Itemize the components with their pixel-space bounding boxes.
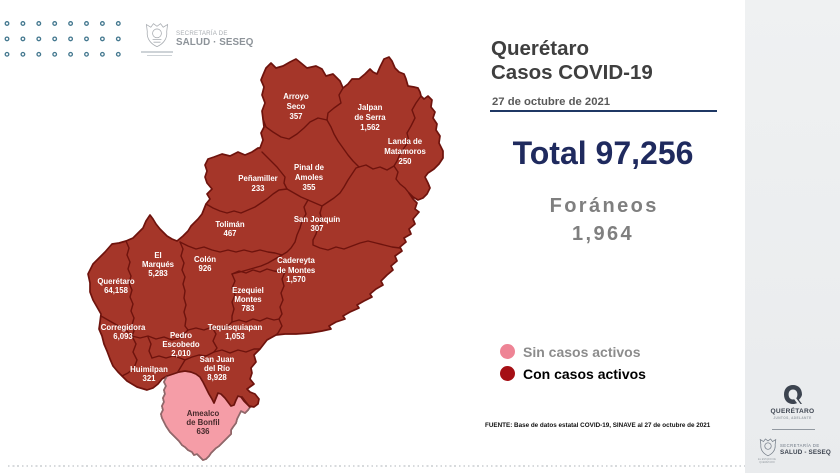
svg-text:San Juan: San Juan: [200, 355, 235, 364]
svg-text:de Serra: de Serra: [354, 113, 386, 122]
svg-text:Jalpan: Jalpan: [358, 103, 383, 112]
svg-text:64,158: 64,158: [104, 286, 129, 295]
svg-text:Matamoros: Matamoros: [384, 147, 426, 156]
svg-text:307: 307: [310, 224, 323, 233]
svg-text:8,928: 8,928: [207, 373, 227, 382]
svg-text:Corregidora: Corregidora: [101, 323, 146, 332]
svg-text:Cadereyta: Cadereyta: [277, 256, 315, 265]
svg-text:321: 321: [142, 374, 156, 383]
svg-text:Colón: Colón: [194, 255, 216, 264]
svg-text:636: 636: [196, 427, 210, 436]
svg-text:Seco: Seco: [287, 102, 306, 111]
svg-text:San Joaquín: San Joaquín: [294, 215, 341, 224]
svg-text:del Río: del Río: [204, 364, 230, 373]
svg-text:Pedro: Pedro: [170, 331, 192, 340]
svg-text:de Bonfil: de Bonfil: [186, 418, 219, 427]
svg-text:Peñamiller: Peñamiller: [238, 174, 277, 183]
svg-text:1,562: 1,562: [360, 123, 380, 132]
svg-text:Arroyo: Arroyo: [283, 92, 309, 101]
svg-text:1,570: 1,570: [286, 275, 306, 284]
svg-text:233: 233: [251, 184, 265, 193]
svg-text:Pinal de: Pinal de: [294, 163, 325, 172]
svg-text:Montes: Montes: [234, 295, 262, 304]
svg-text:2,010: 2,010: [171, 349, 191, 358]
svg-text:Ezequiel: Ezequiel: [232, 286, 264, 295]
svg-text:250: 250: [398, 157, 412, 166]
svg-text:Escobedo: Escobedo: [162, 340, 199, 349]
svg-text:Querétaro: Querétaro: [97, 277, 135, 286]
svg-text:5,283: 5,283: [148, 269, 168, 278]
svg-text:1,053: 1,053: [225, 332, 245, 341]
svg-text:Amealco: Amealco: [187, 409, 220, 418]
svg-text:6,093: 6,093: [113, 332, 133, 341]
svg-text:de Montes: de Montes: [277, 266, 316, 275]
svg-text:357: 357: [289, 112, 302, 121]
svg-text:Tequisquiapan: Tequisquiapan: [208, 323, 263, 332]
svg-text:Tolimán: Tolimán: [215, 220, 245, 229]
svg-text:355: 355: [302, 183, 316, 192]
svg-text:El: El: [154, 251, 161, 260]
svg-text:926: 926: [198, 264, 212, 273]
svg-text:Marqués: Marqués: [142, 260, 175, 269]
svg-text:Huimilpan: Huimilpan: [130, 365, 168, 374]
svg-text:Landa de: Landa de: [388, 137, 423, 146]
svg-text:783: 783: [241, 304, 255, 313]
svg-text:467: 467: [223, 229, 236, 238]
svg-text:Amoles: Amoles: [295, 173, 324, 182]
